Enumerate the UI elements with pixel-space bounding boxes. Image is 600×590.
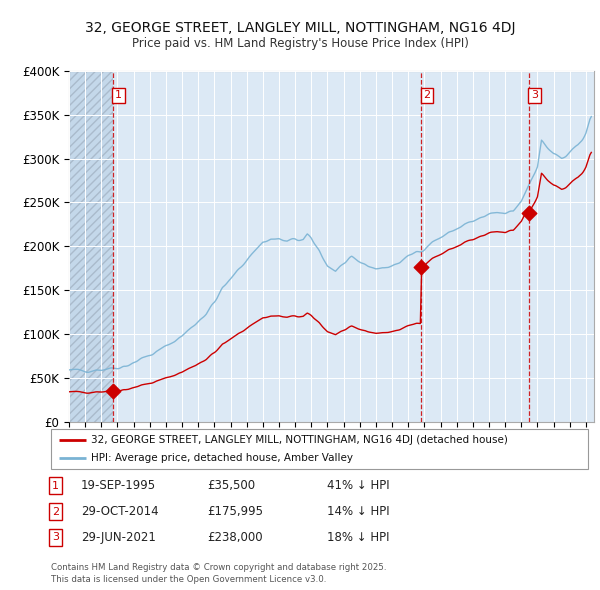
Text: 3: 3 <box>52 533 59 542</box>
Text: 41% ↓ HPI: 41% ↓ HPI <box>327 479 389 492</box>
Text: 14% ↓ HPI: 14% ↓ HPI <box>327 505 389 518</box>
Text: This data is licensed under the Open Government Licence v3.0.: This data is licensed under the Open Gov… <box>51 575 326 584</box>
Text: Contains HM Land Registry data © Crown copyright and database right 2025.: Contains HM Land Registry data © Crown c… <box>51 563 386 572</box>
Text: Price paid vs. HM Land Registry's House Price Index (HPI): Price paid vs. HM Land Registry's House … <box>131 37 469 50</box>
FancyBboxPatch shape <box>51 429 588 469</box>
Bar <box>69 71 113 422</box>
Text: HPI: Average price, detached house, Amber Valley: HPI: Average price, detached house, Ambe… <box>91 453 353 463</box>
Text: 1: 1 <box>115 90 122 100</box>
Text: 3: 3 <box>531 90 538 100</box>
Point <box>524 208 533 218</box>
Text: 2: 2 <box>424 90 431 100</box>
Text: £175,995: £175,995 <box>207 505 263 518</box>
Text: 19-SEP-1995: 19-SEP-1995 <box>81 479 156 492</box>
Text: 32, GEORGE STREET, LANGLEY MILL, NOTTINGHAM, NG16 4DJ: 32, GEORGE STREET, LANGLEY MILL, NOTTING… <box>85 21 515 35</box>
Point <box>108 386 118 395</box>
Text: £238,000: £238,000 <box>207 531 263 544</box>
Text: 32, GEORGE STREET, LANGLEY MILL, NOTTINGHAM, NG16 4DJ (detached house): 32, GEORGE STREET, LANGLEY MILL, NOTTING… <box>91 435 508 445</box>
Point <box>416 263 426 272</box>
Text: 2: 2 <box>52 507 59 516</box>
Text: 1: 1 <box>52 481 59 490</box>
Text: £35,500: £35,500 <box>207 479 255 492</box>
Text: 29-JUN-2021: 29-JUN-2021 <box>81 531 156 544</box>
Text: 18% ↓ HPI: 18% ↓ HPI <box>327 531 389 544</box>
Text: 29-OCT-2014: 29-OCT-2014 <box>81 505 158 518</box>
